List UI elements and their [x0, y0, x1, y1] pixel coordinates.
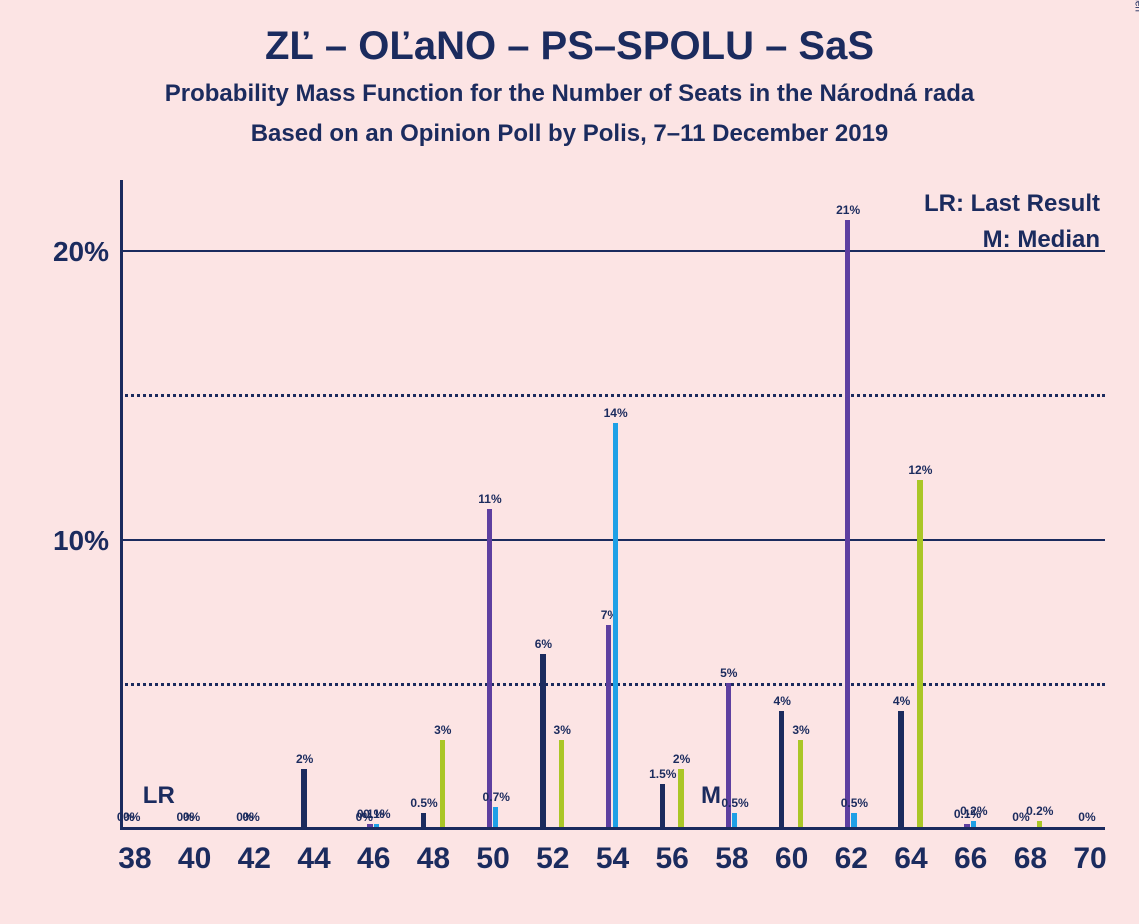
- bar-value-label: 0%: [243, 810, 260, 824]
- bar: [301, 769, 306, 827]
- bar-value-label: 0.5%: [721, 796, 748, 810]
- bar: [779, 711, 784, 827]
- bar: [898, 711, 903, 827]
- bar-value-label: 0%: [123, 810, 140, 824]
- bar-value-label: 14%: [604, 406, 628, 420]
- bar: [732, 813, 737, 827]
- x-tick-label: 40: [178, 842, 211, 876]
- legend-median: M: Median: [905, 226, 1100, 254]
- x-tick-label: 66: [954, 842, 987, 876]
- bar: [660, 784, 665, 827]
- bar-value-label: 2%: [673, 752, 690, 766]
- bar: [493, 807, 498, 827]
- bar-value-label: 0.5%: [841, 796, 868, 810]
- x-tick-label: 48: [417, 842, 450, 876]
- x-tick-label: 64: [894, 842, 927, 876]
- bar-value-label: 5%: [720, 666, 737, 680]
- x-tick-label: 56: [656, 842, 689, 876]
- bar: [421, 813, 426, 827]
- x-tick-label: 60: [775, 842, 808, 876]
- plot-area: 0%0%0%0%0%0%2%0%0.1%0.1%0.5%3%11%0.7%6%3…: [120, 180, 1105, 830]
- y-tick-label: 10%: [29, 525, 109, 557]
- bar-value-label: 12%: [908, 463, 932, 477]
- x-tick-label: 44: [297, 842, 330, 876]
- bar-value-label: 0.7%: [483, 790, 510, 804]
- x-tick-label: 58: [715, 842, 748, 876]
- bar-value-label: 0%: [1078, 810, 1095, 824]
- bar-value-label: 1.5%: [649, 767, 676, 781]
- gridline-minor: [120, 394, 1105, 397]
- bar: [964, 824, 969, 827]
- bar-value-label: 2%: [296, 752, 313, 766]
- chart-subtitle-2: Based on an Opinion Poll by Polis, 7–11 …: [0, 120, 1139, 148]
- x-tick-label: 38: [118, 842, 151, 876]
- x-axis: [120, 827, 1105, 830]
- bar: [606, 625, 611, 827]
- bar-value-label: 4%: [893, 694, 910, 708]
- bar: [678, 769, 683, 827]
- bar: [1037, 821, 1042, 827]
- bar: [613, 423, 618, 827]
- bar-value-label: 3%: [554, 723, 571, 737]
- bar-value-label: 0%: [183, 810, 200, 824]
- bar: [367, 824, 372, 827]
- x-tick-label: 42: [238, 842, 271, 876]
- bar-value-label: 3%: [792, 723, 809, 737]
- y-axis: [120, 180, 123, 830]
- bar: [540, 654, 545, 827]
- bar-value-label: 0.2%: [960, 804, 987, 818]
- x-tick-label: 50: [476, 842, 509, 876]
- bar: [487, 509, 492, 827]
- x-tick-label: 52: [536, 842, 569, 876]
- bar-value-label: 0.5%: [410, 796, 437, 810]
- bar-value-label: 3%: [434, 723, 451, 737]
- bar: [851, 813, 856, 827]
- bar-value-label: 0.2%: [1026, 804, 1053, 818]
- legend-last-result: LR: Last Result: [905, 190, 1100, 218]
- bar-value-label: 6%: [535, 637, 552, 651]
- bar-value-label: 21%: [836, 203, 860, 217]
- y-tick-label: 20%: [29, 236, 109, 268]
- chart-subtitle-1: Probability Mass Function for the Number…: [0, 80, 1139, 108]
- chart-title: ZĽ – OĽaNO – PS–SPOLU – SaS: [0, 24, 1139, 69]
- bar-value-label: 4%: [774, 694, 791, 708]
- bar-value-label: 0.1%: [363, 807, 390, 821]
- bar: [374, 824, 379, 827]
- x-tick-label: 62: [835, 842, 868, 876]
- bar: [845, 220, 850, 827]
- bar: [559, 740, 564, 827]
- bar: [440, 740, 445, 827]
- copyright-text: © 2020 Filip van Laenen: [1133, 0, 1139, 12]
- annotation-m: M: [701, 782, 721, 810]
- annotation-lr: LR: [143, 782, 175, 810]
- x-tick-label: 46: [357, 842, 390, 876]
- x-tick-label: 54: [596, 842, 629, 876]
- x-tick-label: 70: [1073, 842, 1106, 876]
- bar: [971, 821, 976, 827]
- x-tick-label: 68: [1014, 842, 1047, 876]
- bar: [798, 740, 803, 827]
- bar-value-label: 11%: [478, 492, 501, 506]
- bar: [917, 480, 922, 827]
